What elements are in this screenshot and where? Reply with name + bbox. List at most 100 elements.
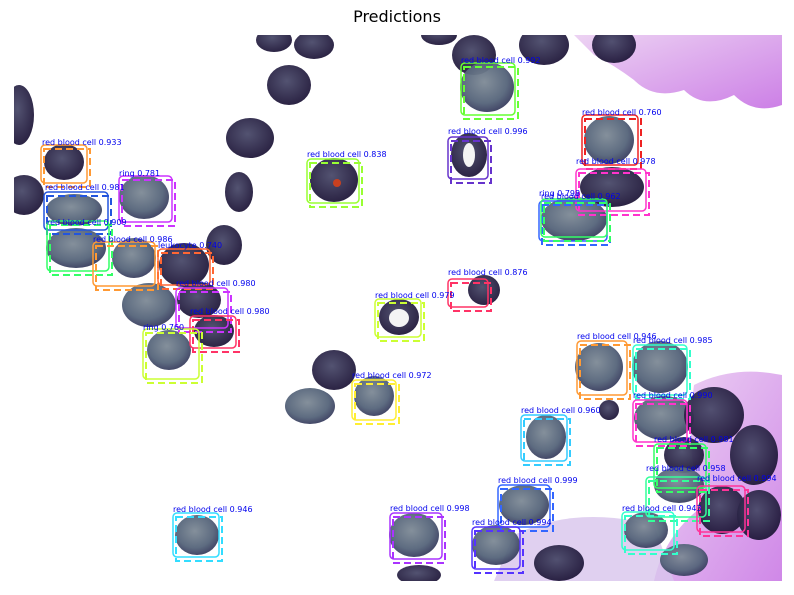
detection-label: red blood cell 0.958 [646, 464, 726, 473]
blood-cell [112, 238, 156, 278]
blood-cell [44, 144, 84, 180]
ground-truth-box [43, 148, 91, 188]
bounding-boxes: red blood cell 0.992 red blood cell 0.760… [40, 56, 777, 574]
detection-box: red blood cell 0.972 [351, 371, 432, 425]
detection-label: red blood cell 0.986 [93, 235, 173, 244]
ground-truth-box [145, 332, 203, 384]
detection-box: red blood cell 0.985 [632, 336, 713, 400]
predicted-box [374, 298, 422, 338]
detection-label: red blood cell 0.962 [541, 192, 621, 201]
blood-cell [175, 515, 219, 555]
detection-box: ring 0.781 [118, 169, 176, 227]
ground-truth-box [175, 516, 223, 562]
detection-label: red blood cell 0.981 [654, 435, 734, 444]
ground-truth-box [178, 291, 232, 333]
detection-box: red blood cell 0.994 [471, 518, 552, 574]
blood-cell [206, 225, 242, 265]
predicted-box [157, 248, 211, 286]
blood-cell [397, 565, 441, 581]
blood-cell [575, 343, 623, 391]
detection-box: red blood cell 0.876 [447, 268, 528, 312]
detection-label: red blood cell 0.996 [448, 127, 528, 136]
predicted-box [540, 198, 608, 238]
blood-cell [285, 388, 335, 424]
detection-box: red blood cell 0.978 [575, 157, 656, 216]
blood-cell [472, 525, 520, 565]
blood-cell [119, 175, 169, 219]
blood-cell [177, 282, 221, 318]
detection-label: ring 0.760 [143, 323, 184, 332]
blood-cell [46, 228, 106, 268]
blood-cell [584, 116, 634, 164]
detection-box: red blood cell 0.933 [40, 138, 122, 188]
blood-cell [499, 485, 549, 525]
blood-cell [660, 544, 708, 576]
detection-label: leukocyte 0.740 [158, 241, 222, 250]
blood-cell [460, 62, 514, 112]
blood-cell [632, 341, 688, 393]
detection-label: red blood cell 0.838 [307, 150, 387, 159]
blood-cell [46, 194, 102, 226]
cell-ring-interior [389, 309, 409, 327]
predicted-box [306, 158, 360, 204]
detection-box: red blood cell 0.981 [43, 183, 125, 235]
ground-truth-box [648, 480, 710, 522]
predicted-box [389, 512, 443, 560]
cells [14, 35, 781, 581]
ground-truth-box [474, 530, 524, 574]
ground-truth-box [543, 202, 611, 242]
predicted-box [142, 328, 200, 380]
detection-label: red blood cell 0.933 [42, 138, 122, 147]
blood-cell [389, 513, 439, 557]
microscopy-image: red blood cell 0.992 red blood cell 0.760… [14, 35, 782, 581]
ground-truth-box [624, 515, 678, 555]
blood-cell [421, 35, 457, 45]
blood-cell [225, 172, 253, 212]
predicted-box [497, 484, 551, 528]
detection-box: red blood cell 0.980 [175, 279, 256, 333]
detection-label: red blood cell 0.760 [582, 108, 662, 117]
ground-truth-box [699, 489, 749, 537]
blood-cell [654, 467, 704, 503]
detection-box: red blood cell 0.943 [621, 504, 702, 555]
detection-label: red blood cell 0.978 [576, 157, 656, 166]
predicted-box [520, 414, 568, 462]
detection-label: red blood cell 0.876 [448, 268, 528, 277]
predicted-box [696, 485, 746, 533]
blood-cell [14, 175, 44, 215]
ground-truth-box [192, 319, 240, 353]
detection-label: red blood cell 0.992 [461, 56, 541, 65]
ground-truth-box [500, 488, 554, 532]
detection-overlay: red blood cell 0.992 red blood cell 0.760… [14, 35, 782, 581]
predicted-box [576, 340, 628, 396]
detection-label: red blood cell 0.909 [47, 218, 127, 227]
blood-cell [580, 167, 644, 207]
detection-box: red blood cell 0.946 [172, 505, 253, 562]
predicted-box [175, 287, 229, 329]
detection-box: red blood cell 0.996 [447, 127, 528, 184]
predicted-box [471, 526, 521, 570]
detection-label: red blood cell 0.980 [190, 307, 270, 316]
detection-box: red blood cell 0.946 [576, 332, 657, 400]
predicted-box [40, 144, 88, 184]
detection-box: red blood cell 0.960 [520, 406, 601, 466]
detection-label: red blood cell 0.999 [498, 476, 578, 485]
predicted-box [621, 511, 675, 551]
parasite-spot [333, 179, 341, 187]
ground-truth-box [578, 172, 650, 216]
blood-cell [14, 85, 34, 145]
predicted-box [92, 241, 156, 287]
detection-label: ring 0.798 [539, 189, 580, 198]
detection-box: red blood cell 0.962 [540, 192, 621, 242]
blood-cell [541, 197, 607, 241]
detection-label: red blood cell 0.985 [633, 336, 713, 345]
blood-cell [730, 425, 778, 485]
predicted-box [351, 379, 397, 421]
blood-cell [194, 315, 234, 347]
detection-box: ring 0.760 [142, 323, 203, 384]
detection-label: red blood cell 0.946 [577, 332, 657, 341]
detection-label: red blood cell 0.980 [176, 279, 256, 288]
figure-title: Predictions [353, 7, 441, 26]
blood-cell [519, 35, 569, 65]
blood-cell [312, 350, 356, 390]
